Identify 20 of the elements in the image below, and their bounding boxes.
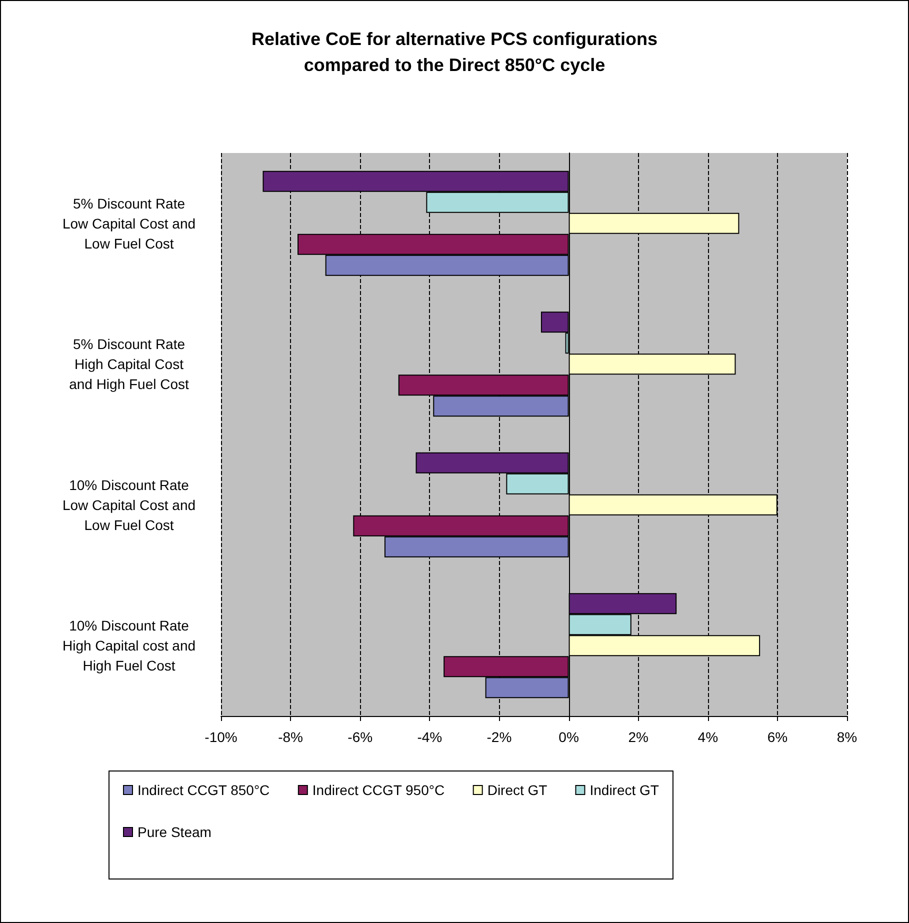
x-tick-label: 4%	[698, 729, 718, 745]
chart-title: Relative CoE for alternative PCS configurations compared to the Direct 850°C cycle	[251, 29, 658, 75]
y-tick-label: 10% Discount Rate Low Capital Cost and Low Fuel Cost	[62, 476, 196, 533]
x-tick-label: 6%	[767, 729, 788, 745]
legend-label: Direct GT	[487, 782, 548, 798]
x-tick-label: 2%	[628, 729, 648, 745]
legend-label: Indirect CCGT 850°C	[138, 782, 270, 798]
y-tick-label: 5% Discount Rate High Capital Cost and High Fuel Cost	[69, 336, 190, 392]
x-tick-label: -4%	[417, 729, 442, 745]
x-tick-label: -10%	[204, 729, 238, 745]
x-tick-label: 8%	[836, 729, 858, 745]
x-tick-label: -2%	[486, 729, 512, 745]
x-tick-label: -6%	[348, 729, 373, 745]
y-tick-label: 10% Discount Rate High Capital cost and High Fuel Cost	[62, 618, 196, 674]
legend-label: Indirect GT	[590, 782, 660, 798]
y-tick-label: 5% Discount Rate Low Capital Cost and Low Fuel Cost	[62, 195, 196, 252]
x-tick-label: -8%	[278, 729, 304, 745]
x-tick-label: 0%	[558, 729, 579, 745]
legend-label: Indirect CCGT 950°C	[312, 782, 445, 798]
legend-label: Pure Steam	[138, 824, 212, 840]
